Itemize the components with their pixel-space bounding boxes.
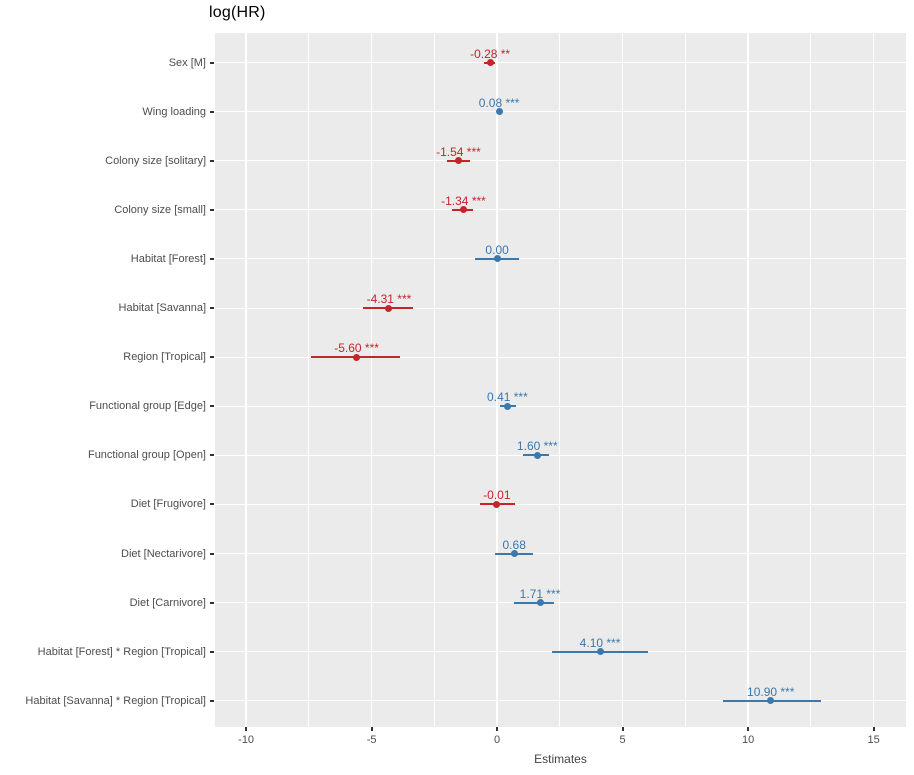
y-axis-label: Colony size [small] [114, 203, 206, 216]
y-tick-mark [210, 405, 214, 408]
y-axis-label: Region [Tropical] [123, 351, 206, 364]
minor-gridline-vertical [810, 33, 812, 727]
x-axis-title: Estimates [534, 752, 587, 766]
estimate-value-label: -4.31 *** [366, 292, 412, 306]
x-tick-label: 15 [867, 734, 880, 746]
estimate-point [767, 697, 775, 705]
estimate-value-label: 4.10 *** [579, 635, 621, 650]
plot-title: log(HR) [209, 4, 266, 21]
y-tick-mark [210, 61, 214, 64]
y-tick-mark [210, 208, 214, 211]
major-gridline-horizontal [215, 209, 906, 211]
major-gridline-horizontal [215, 700, 906, 702]
estimate-value-label: 0.41 *** [487, 390, 528, 405]
x-tick-mark [747, 727, 750, 731]
minor-gridline-vertical [308, 33, 310, 727]
x-tick-mark [245, 727, 248, 731]
y-tick-mark [210, 356, 214, 359]
y-tick-mark [210, 552, 214, 555]
x-tick-label: 5 [619, 734, 626, 746]
estimate-value-label: 1.60 *** [516, 439, 558, 454]
y-axis-label: Diet [Nectarivore] [121, 547, 206, 560]
y-tick-mark [210, 454, 214, 457]
minor-gridline-vertical [433, 33, 435, 727]
y-axis-label: Habitat [Savanna] [118, 302, 206, 314]
estimate-point [454, 157, 462, 165]
y-axis-label: Diet [Frugivore] [130, 498, 206, 511]
major-gridline-horizontal [215, 553, 906, 554]
estimate-value-label: 10.90 *** [747, 684, 795, 699]
x-tick-mark [872, 727, 875, 731]
x-tick-mark [370, 727, 373, 731]
y-axis-label: Colony size [solitary] [105, 154, 206, 167]
y-tick-mark [210, 307, 214, 309]
x-tick-label: 10 [741, 734, 755, 746]
estimate-point [385, 304, 393, 312]
y-tick-mark [210, 650, 214, 653]
estimate-point [533, 451, 541, 459]
y-axis-label: Sex [M] [168, 56, 206, 69]
estimate-value-label: 0.68 [502, 537, 526, 552]
estimate-value-label: -0.01 [483, 488, 511, 503]
y-axis-label: Habitat [Savanna] * Region [Tropical] [25, 694, 206, 707]
estimate-value-label: 0.00 [485, 242, 509, 257]
estimate-point [495, 108, 503, 116]
y-axis-label: Functional group [Open] [87, 449, 206, 462]
y-axis-label: Habitat [Forest] * Region [Tropical] [37, 645, 206, 658]
major-gridline-horizontal [215, 356, 906, 358]
estimate-point [536, 599, 544, 607]
y-tick-mark [210, 257, 214, 260]
x-tick-label: -10 [238, 734, 255, 746]
estimate-point [493, 500, 501, 508]
major-gridline-vertical [621, 33, 624, 727]
estimate-point [510, 550, 518, 557]
minor-gridline-vertical [684, 33, 686, 727]
major-gridline-vertical [872, 33, 875, 727]
major-gridline-vertical [245, 33, 247, 727]
estimate-value-label: -0.28 ** [470, 46, 511, 61]
estimate-value-label: -1.54 *** [436, 144, 481, 159]
major-gridline-horizontal [215, 258, 906, 260]
estimate-point [503, 402, 511, 410]
estimate-value-label: 0.08 *** [478, 95, 520, 110]
major-gridline-horizontal [215, 62, 906, 63]
estimate-value-label: -1.34 *** [441, 193, 486, 208]
y-tick-mark [210, 503, 214, 506]
estimate-point [486, 59, 494, 66]
major-gridline-horizontal [215, 454, 906, 456]
major-gridline-horizontal [215, 111, 906, 113]
y-axis-label: Wing loading [142, 105, 206, 118]
x-tick-label: -5 [366, 734, 377, 746]
y-tick-mark [210, 699, 214, 702]
y-axis-label: Habitat [Forest] [130, 252, 206, 265]
y-tick-mark [210, 159, 214, 162]
plot-panel: -0.28 ** 0.08 *** -1.54 *** -1.34 *** 0.00 -4… [215, 33, 906, 727]
estimate-point [459, 206, 467, 214]
estimate-point [596, 648, 604, 656]
y-tick-mark [210, 601, 214, 604]
major-gridline-horizontal [215, 160, 906, 162]
y-axis-label: Diet [Carnivore] [129, 596, 206, 609]
major-gridline-horizontal [215, 503, 906, 505]
x-tick-mark [621, 727, 624, 731]
estimate-value-label: -5.60 *** [334, 341, 379, 356]
major-gridline-vertical [496, 33, 498, 727]
x-tick-mark [496, 727, 499, 731]
major-gridline-vertical [370, 33, 373, 727]
y-axis-label: Functional group [Edge] [89, 400, 206, 413]
major-gridline-horizontal [215, 307, 906, 309]
y-tick-mark [210, 110, 214, 113]
estimate-point [353, 353, 361, 361]
major-gridline-horizontal [215, 602, 906, 604]
major-gridline-horizontal [215, 405, 906, 407]
estimate-value-label: 1.71 *** [519, 586, 561, 601]
confidence-interval-bar [514, 601, 554, 604]
minor-gridline-vertical [559, 33, 561, 727]
major-gridline-vertical [747, 33, 749, 727]
x-tick-label: 0 [494, 734, 501, 746]
estimate-point [493, 255, 501, 263]
